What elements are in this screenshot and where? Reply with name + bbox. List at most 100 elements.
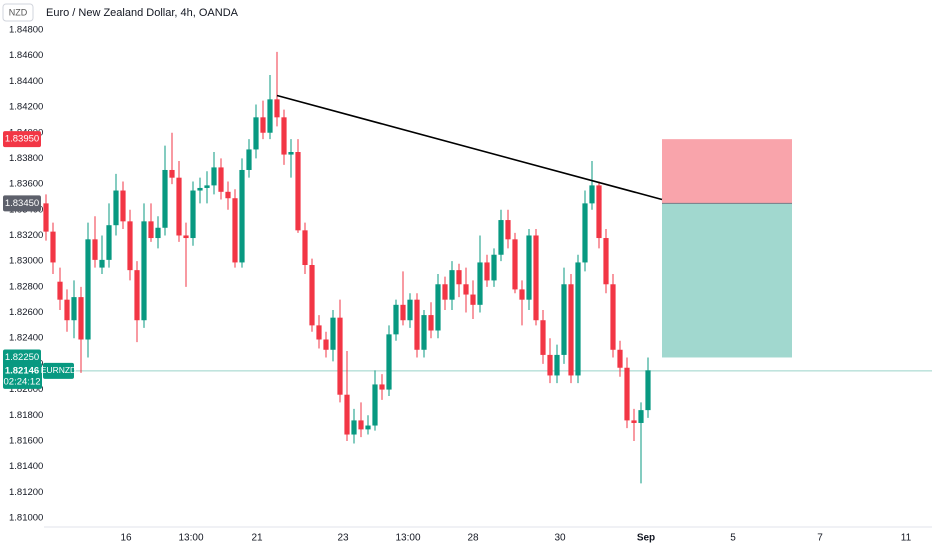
candle-body: [113, 190, 119, 226]
candle-body: [330, 317, 336, 350]
candle-body: [260, 117, 266, 133]
candle-body: [239, 169, 245, 263]
candle-body: [582, 203, 588, 263]
candle-body: [309, 265, 315, 326]
x-tick-label: Sep: [637, 533, 655, 544]
candle-body: [624, 367, 630, 421]
candle-body: [183, 235, 189, 239]
x-tick-label: 30: [554, 533, 566, 544]
entry-badge: 1.83450: [5, 198, 39, 209]
candle-body: [435, 284, 441, 331]
stop-badge: 1.83950: [5, 134, 39, 145]
candle-body: [449, 270, 455, 300]
candle-body: [57, 281, 63, 300]
candle-body: [267, 99, 273, 133]
candle-body: [316, 325, 322, 340]
currency-box[interactable]: [2, 3, 34, 22]
candle-body: [365, 425, 371, 430]
last-price-bg: [3, 362, 42, 389]
candle-body: [253, 117, 259, 150]
y-tick-label: 1.82600: [9, 307, 43, 318]
candle-body: [463, 284, 469, 295]
candle-body: [519, 289, 525, 300]
countdown: 02:24:12: [4, 376, 41, 387]
candle-body: [169, 169, 175, 178]
entry-badge-bg: [3, 195, 41, 212]
candle-body: [421, 315, 427, 350]
candle-body: [617, 349, 623, 368]
candle-body: [141, 221, 147, 321]
y-tick-label: 1.81000: [9, 513, 43, 524]
candle-body: [498, 220, 504, 255]
candle-body: [351, 420, 357, 435]
chart-title: Euro / New Zealand Dollar, 4h, OANDA: [46, 7, 239, 19]
candle-body: [540, 320, 546, 355]
candle-body: [526, 235, 532, 300]
trendline: [276, 94, 663, 201]
x-tick-label: 16: [120, 533, 132, 544]
candle-body: [638, 410, 644, 423]
candle-body: [603, 238, 609, 285]
y-tick-label: 1.84600: [9, 50, 43, 61]
x-tick-label: 21: [251, 533, 263, 544]
candle-body: [505, 220, 511, 240]
candle-body: [512, 239, 518, 290]
y-tick-label: 1.84200: [9, 102, 43, 113]
y-tick-label: 1.81400: [9, 461, 43, 472]
x-tick-label: 13:00: [395, 533, 420, 544]
candle-body: [379, 384, 385, 390]
y-tick-label: 1.82800: [9, 281, 43, 292]
candle-body: [197, 187, 203, 191]
candle-body: [547, 354, 553, 376]
candle-body: [470, 294, 476, 305]
candle-body: [176, 177, 182, 236]
stop-zone: [662, 139, 792, 204]
x-tick-label: 28: [467, 533, 479, 544]
x-tick-label: 5: [730, 533, 736, 544]
candle-body: [50, 231, 56, 263]
candle-body: [127, 221, 133, 271]
candle-body: [204, 185, 210, 188]
y-tick-label: 1.84800: [9, 25, 43, 36]
target-badge: 1.82250: [5, 352, 39, 363]
candle-body: [554, 354, 560, 376]
candle-body: [428, 315, 434, 331]
candle-body: [407, 299, 413, 321]
candle-body: [344, 394, 350, 435]
candle-body: [477, 262, 483, 305]
y-tick-label: 1.81200: [9, 487, 43, 498]
x-tick-label: 13:00: [178, 533, 203, 544]
candle-body: [456, 270, 462, 285]
x-tick-label: 11: [901, 533, 912, 544]
target-zone: [662, 203, 792, 358]
candle-body: [302, 230, 308, 266]
candle-body: [575, 262, 581, 376]
candle-body: [596, 185, 602, 239]
last-price-label: 1.82146: [5, 365, 39, 376]
candle-body: [92, 239, 98, 260]
y-tick-label: 1.82000: [9, 384, 43, 395]
candle-body: [190, 190, 196, 239]
candle-body: [246, 149, 252, 170]
candle-body: [288, 152, 294, 155]
candle-body: [533, 235, 539, 321]
y-tick-label: 1.82400: [9, 333, 43, 344]
candle-body: [211, 167, 217, 186]
candle-body: [99, 259, 105, 268]
y-tick-label: 1.83200: [9, 230, 43, 241]
candle-body: [71, 297, 77, 321]
y-tick-label: 1.84400: [9, 76, 43, 87]
candle-body: [393, 304, 399, 335]
candle-body: [274, 99, 280, 118]
symbol-tag: EURNZD: [41, 365, 76, 375]
candle-body: [155, 227, 161, 239]
candle-body: [610, 284, 616, 350]
currency: NZD: [9, 7, 28, 17]
candle-body: [120, 190, 126, 222]
candle-body: [134, 270, 140, 321]
candle-body: [484, 262, 490, 281]
candle-body: [386, 334, 392, 390]
candle-body: [106, 225, 112, 260]
candle-body: [232, 198, 238, 263]
